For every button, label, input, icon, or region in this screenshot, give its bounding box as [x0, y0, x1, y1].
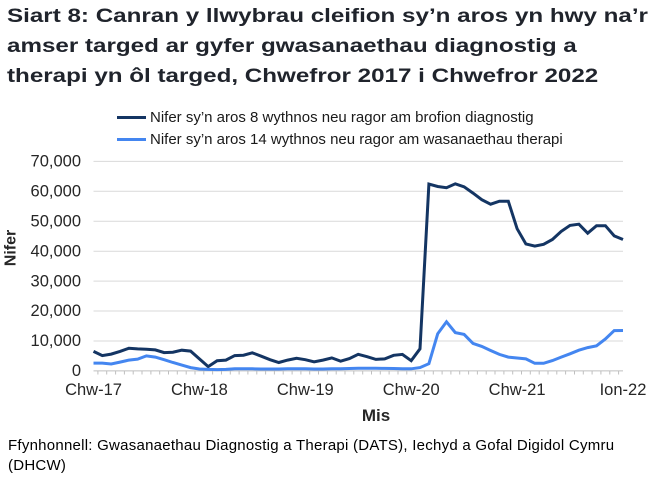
svg-text:20,000: 20,000	[31, 302, 81, 320]
svg-text:30,000: 30,000	[31, 272, 81, 290]
svg-text:Ion-22: Ion-22	[600, 381, 647, 399]
svg-text:Nifer: Nifer	[3, 230, 20, 266]
svg-text:70,000: 70,000	[31, 153, 81, 171]
svg-text:Chw-17: Chw-17	[65, 381, 122, 399]
svg-text:60,000: 60,000	[31, 183, 81, 201]
svg-text:0: 0	[72, 362, 81, 380]
svg-text:Chw-19: Chw-19	[277, 381, 334, 399]
svg-text:10,000: 10,000	[31, 332, 81, 350]
svg-text:Chw-20: Chw-20	[383, 381, 440, 399]
svg-text:40,000: 40,000	[31, 242, 81, 260]
svg-text:Mis: Mis	[362, 406, 390, 425]
svg-text:50,000: 50,000	[31, 212, 81, 230]
svg-text:Chw-18: Chw-18	[171, 381, 228, 399]
svg-text:Chw-21: Chw-21	[489, 381, 546, 399]
